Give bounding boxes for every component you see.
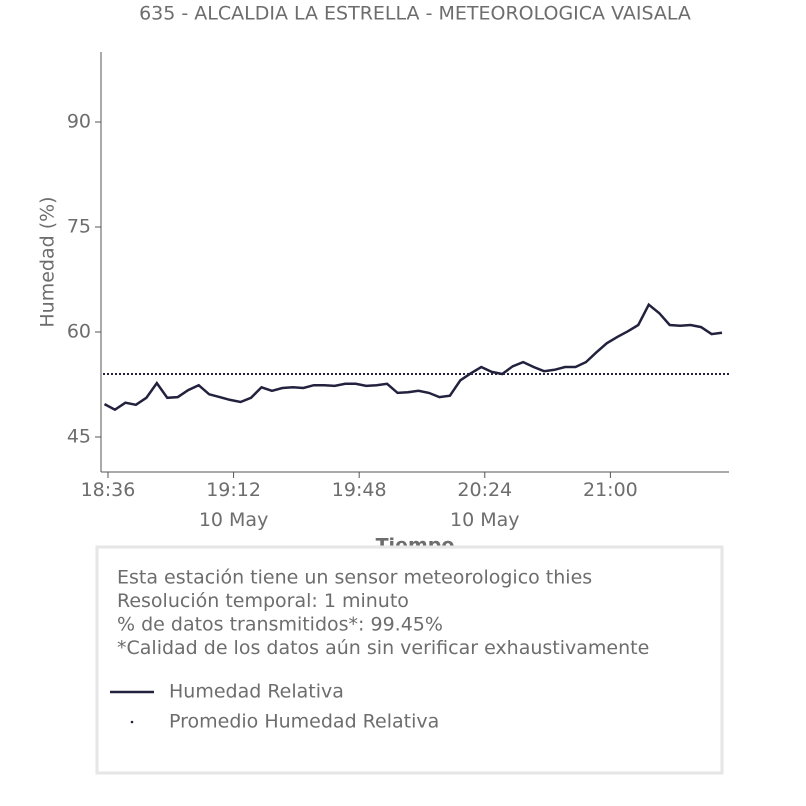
x-tick-label: 21:00: [583, 479, 638, 501]
x-tick-label: 19:12 10 May: [199, 479, 269, 531]
legend-label: Promedio Humedad Relativa: [169, 711, 439, 733]
y-axis-label: Humedad (%): [37, 196, 59, 327]
y-tick-label: 75: [67, 216, 91, 238]
y-tick-label: 90: [67, 111, 91, 133]
x-tick-label: 18:36: [81, 479, 136, 501]
data-line: [103, 302, 723, 412]
legend-box: [95, 545, 724, 775]
legend-label: Humedad Relativa: [169, 681, 344, 703]
note: % de datos transmitidos*: 99.45%: [117, 614, 443, 636]
note: *Calidad de los datos aún sin verificar …: [117, 637, 649, 659]
legend-dot: [130, 720, 134, 724]
y-tick-label: 60: [67, 321, 91, 343]
note: Resolución temporal: 1 minuto: [117, 590, 409, 612]
note: Esta estación tiene un sensor meteorolog…: [117, 567, 592, 589]
x-tick-label: 20:24 10 May: [450, 479, 520, 531]
chart-title: 635 - ALCALDIA LA ESTRELLA - METEOROLOGI…: [139, 3, 691, 25]
x-tick-label: 19:48: [332, 479, 387, 501]
y-tick-label: 45: [67, 426, 91, 448]
